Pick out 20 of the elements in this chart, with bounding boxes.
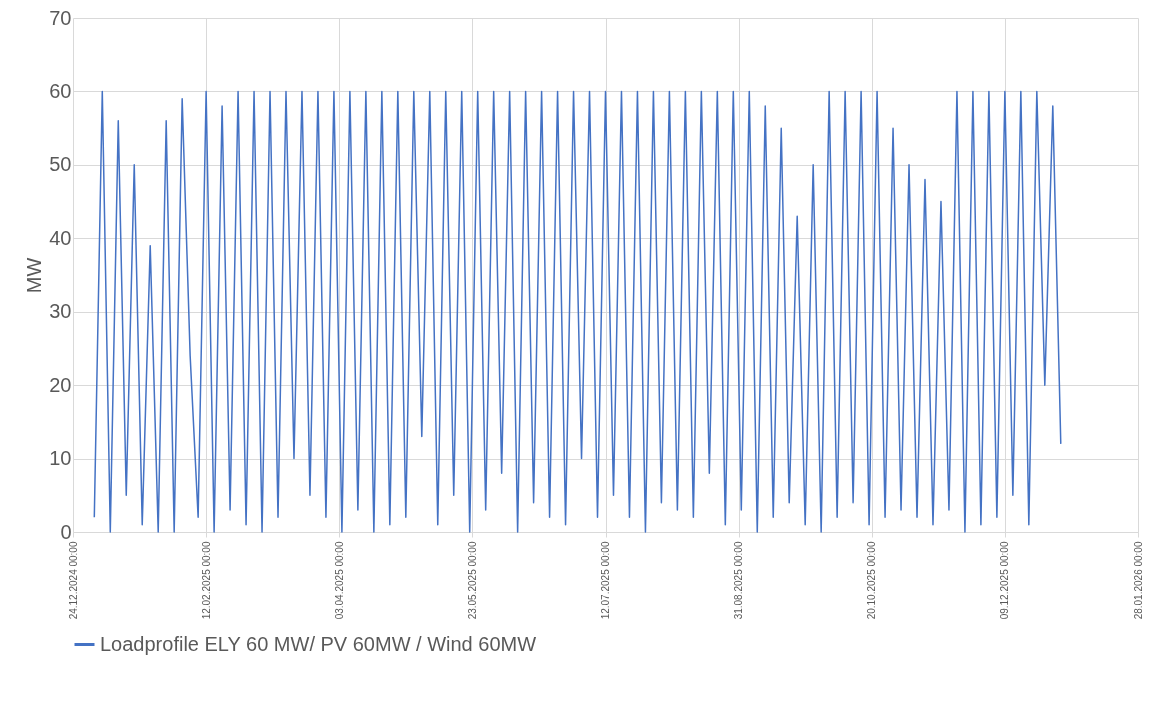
x-tick-label: 28.01.2026 00:00	[1132, 541, 1144, 620]
y-tick-label: 60	[49, 79, 72, 102]
y-tick-label: 20	[49, 373, 72, 396]
y-tick-label: 10	[49, 447, 72, 470]
x-tick-label: 12.07.2025 00:00	[600, 541, 611, 620]
x-tick-label: 24.12.2024 00:00	[67, 541, 79, 620]
y-tick-label: 50	[49, 153, 72, 176]
x-tick-label: 20.10.2025 00:00	[866, 541, 878, 620]
y-tick-label: 70	[49, 6, 72, 29]
x-tick-label: 12.02.2025 00:00	[200, 541, 212, 620]
legend-label: Loadprofile ELY 60 MW/ PV 60MW / Wind 60MW	[100, 632, 537, 655]
x-tick-label: 09.12.2025 00:00	[999, 541, 1011, 620]
y-tick-label: 30	[49, 300, 72, 323]
x-tick-label: 23.05.2025 00:00	[466, 541, 478, 620]
x-tick-label: 31.08.2025 00:00	[733, 541, 745, 620]
y-tick-label: 40	[49, 226, 72, 249]
y-tick-label: 0	[60, 520, 72, 543]
line-series	[93, 90, 1062, 533]
x-tick-label: 03.04.2025 00:00	[333, 541, 345, 620]
y-axis-title: MW	[23, 257, 46, 294]
